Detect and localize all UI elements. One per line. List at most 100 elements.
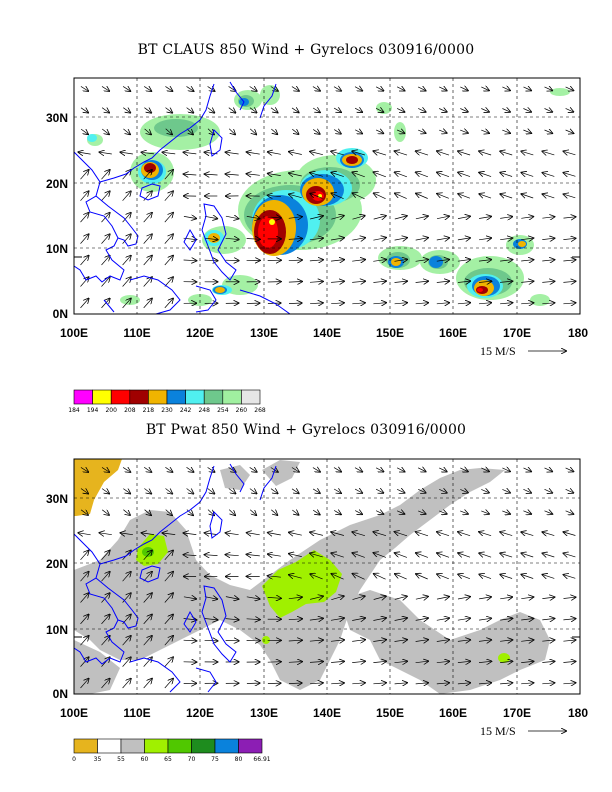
panel1-y-tick: 30N — [46, 111, 68, 125]
panel2-wind-vector — [144, 489, 151, 494]
panel2-wind-vector — [331, 553, 344, 558]
panel1-wind-vector — [457, 303, 470, 304]
panel1-wind-vector — [80, 213, 89, 223]
panel2-wind-vector — [375, 489, 383, 493]
panel1-wind-vector — [542, 281, 554, 282]
panel1-colorbar-swatch — [92, 389, 112, 405]
panel2-wind-vector — [143, 636, 152, 646]
panel1-wind-vector — [500, 173, 513, 177]
panel2-wind-vector — [395, 574, 407, 580]
panel2-wind-vector — [143, 593, 152, 603]
panel2-wind-vector — [439, 468, 447, 472]
panel1-wind-vector — [122, 213, 131, 223]
panel1-wind-vector — [479, 151, 492, 155]
panel1-wind-vector — [352, 281, 365, 282]
panel2-wind-vector — [291, 468, 299, 472]
panel1-colorbar-label: 184 — [68, 407, 80, 414]
panel1-colorbar-label: 242 — [180, 407, 192, 414]
panel2-wind-vector — [352, 596, 365, 600]
panel2-wind-vector — [563, 619, 575, 620]
panel2-wind-vector — [479, 532, 492, 536]
panel2-colorbar-swatch — [144, 738, 169, 754]
panel2-wind-vector — [247, 554, 260, 556]
panel2-wind-vector — [415, 597, 428, 600]
panel1-wind-vector — [226, 152, 239, 154]
panel2-wind-vector — [457, 661, 470, 662]
panel1-wind-vector — [268, 152, 281, 154]
panel2-wind-vector — [309, 662, 323, 663]
panel2-colorbar-label: 75 — [211, 756, 219, 763]
panel1-wind-vector — [563, 281, 575, 282]
panel1-wind-vector — [270, 108, 278, 113]
panel2-wind-vector — [309, 618, 323, 620]
panel1-wind-vector — [439, 109, 447, 112]
panel2-wind-vector — [249, 509, 256, 515]
panel2-wind-vector — [101, 615, 110, 625]
panel2-wind-vector — [523, 489, 531, 493]
panel2-wind-vector — [542, 532, 555, 536]
panel1-wind-vector — [101, 86, 109, 91]
panel1-wind-vector — [373, 151, 387, 155]
panel2-wind-vector — [353, 574, 365, 580]
panel1-wind-vector — [543, 194, 555, 198]
panel1-wind-vector — [80, 299, 89, 309]
panel1-wind-vector — [205, 174, 218, 175]
panel1-wind-vector — [481, 109, 489, 112]
panel2-wind-vector — [334, 510, 341, 514]
panel1-x-tick: 160E — [439, 326, 467, 340]
panel1-wind-vector — [437, 194, 449, 199]
panel1-wind-vector — [271, 129, 277, 134]
panel1-wind-vector — [436, 216, 449, 219]
panel1-colorbar-label: 260 — [236, 407, 248, 414]
panel2-colorbar-label: 66.91 — [253, 756, 270, 763]
panel1-wind-vector — [267, 217, 281, 218]
panel1-wind-vector — [394, 259, 408, 261]
panel2-wind-vector — [205, 555, 218, 556]
panel2-x-tick: 140E — [313, 706, 341, 720]
panel2-wind-vector — [437, 532, 450, 536]
panel1-wind-vector — [479, 173, 492, 177]
panel1-wind-vector — [80, 108, 88, 113]
panel1-x-tick: 150E — [376, 326, 404, 340]
panel2-wind-vector — [80, 489, 88, 494]
panel2-vector-scale-label: 15 M/S — [480, 724, 516, 738]
panel1-wind-vector — [437, 151, 450, 155]
panel2-wind-vector — [481, 511, 489, 514]
panel1-wind-vector — [395, 172, 408, 178]
panel2-wind-vector — [164, 572, 173, 582]
panel1-colorbar-swatch — [241, 389, 261, 405]
panel1-wind-vector — [521, 151, 534, 155]
panel1-wind-vector — [375, 108, 383, 112]
panel2-wind-vector — [80, 636, 89, 646]
panel2-wind-vector — [164, 679, 173, 689]
panel1-colorbar-label: 248 — [198, 407, 210, 414]
panel1-colorbar-label: 268 — [254, 407, 266, 414]
panel1-wind-vector — [80, 191, 89, 201]
panel2-wind-vector — [331, 532, 344, 536]
panel1-wind-vector — [502, 130, 510, 133]
panel2-wind-vector — [165, 509, 172, 516]
panel2-wind-vector — [101, 572, 110, 582]
panel1-wind-vector — [565, 130, 574, 133]
panel2-wind-vector — [436, 597, 449, 600]
panel2-wind-vector — [500, 597, 512, 599]
panel2-wind-vector — [521, 640, 533, 641]
panel2-wind-vector — [122, 679, 131, 689]
panel2-wind-vector — [226, 533, 239, 535]
panel2-wind-vector — [143, 572, 152, 582]
panel2-wind-vector — [439, 511, 447, 514]
panel1-wind-vector — [478, 281, 491, 282]
panel2-wind-vector — [352, 532, 366, 536]
panel2-wind-vector — [394, 640, 408, 642]
panel1-wind-vector — [309, 238, 323, 240]
panel1-wind-vector — [544, 87, 553, 91]
panel2-wind-vector — [436, 661, 449, 662]
panel1-y-ticks: 0N 10N 20N 30N — [46, 111, 68, 321]
panel2-colorbar-swatch — [120, 738, 145, 754]
panel1-wind-vector — [373, 238, 386, 241]
panel1-wind-vector — [164, 191, 173, 201]
panel2-wind-vector — [417, 468, 426, 472]
panel2-x-tick: 150E — [376, 706, 404, 720]
panel1-wind-vector — [352, 260, 365, 262]
panel2-wind-vector — [373, 640, 386, 642]
